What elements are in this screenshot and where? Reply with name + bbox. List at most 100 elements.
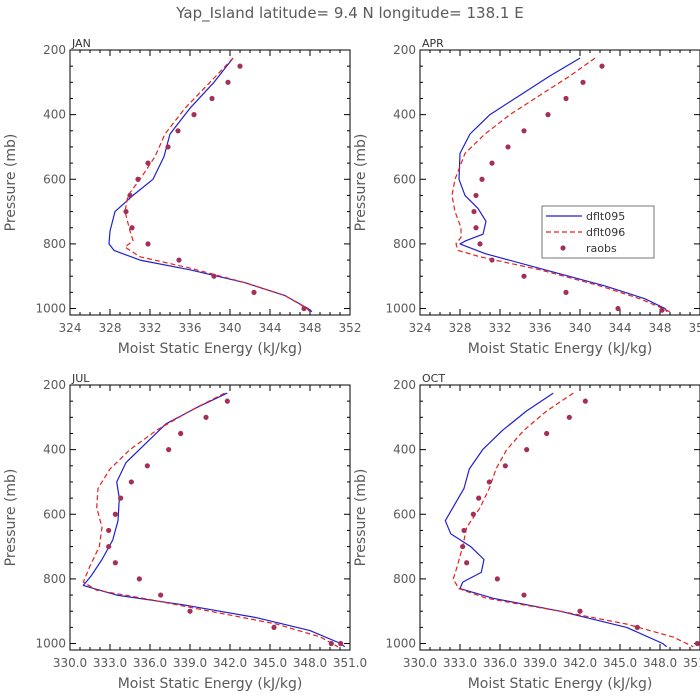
- panel-oct-xtick-label: 333.0: [443, 656, 477, 670]
- panel-jul-xtick-label: 330.0: [53, 656, 87, 670]
- panel-jul-dflt096-line: [82, 392, 339, 648]
- panel-jan-xtick-label: 340: [219, 321, 242, 335]
- panel-jan-raobs-point: [191, 112, 197, 118]
- panel-oct-xtick-label: 339.0: [523, 656, 557, 670]
- panel-oct-raobs-point: [544, 430, 550, 437]
- panel-jan-ytick-label: 1000: [35, 302, 66, 316]
- panel-apr-raobs-point: [521, 273, 527, 279]
- legend-raobs-marker: [560, 245, 566, 251]
- panel-jan-ytick-label: 400: [43, 108, 66, 122]
- panel-oct-dflt096-line: [452, 392, 694, 648]
- panel-jul-label: JUL: [71, 372, 90, 385]
- panel-apr-xtick-label: 352: [689, 321, 700, 335]
- panel-jan-raobs-point: [176, 257, 182, 263]
- panel-jan-raobs-point: [211, 273, 217, 279]
- panel-jul-raobs-point: [338, 640, 344, 647]
- panel-jan-dflt096-line: [124, 57, 311, 313]
- panel-apr-xtick-label: 328: [449, 321, 472, 335]
- panel-jan-ylabel: Pressure (mb): [3, 134, 19, 232]
- panel-oct-raobs-point: [476, 495, 482, 501]
- figure-title: Yap_Island latitude= 9.4 N longitude= 13…: [175, 4, 523, 23]
- panel-jul-raobs-point: [158, 592, 164, 598]
- panel-jan-raobs-point: [145, 241, 151, 247]
- panel-oct-raobs-point: [502, 463, 508, 469]
- panel-oct-ytick-label: 1000: [385, 637, 416, 651]
- panel-jan-xtick-label: 332: [139, 321, 162, 335]
- panel-jan-xtick-label: 348: [299, 321, 322, 335]
- panel-apr-raobs-point: [505, 144, 511, 150]
- panel-apr-raobs-point: [599, 63, 605, 69]
- panel-jul-raobs-point: [118, 495, 124, 501]
- panel-apr-raobs-point: [489, 257, 495, 263]
- panel-oct-dflt095-line: [444, 392, 668, 648]
- panel-jul-raobs-point: [271, 624, 277, 630]
- panel-jul-raobs-point: [112, 511, 118, 517]
- panel-apr-ytick-label: 400: [393, 108, 416, 122]
- panel-oct: OCT 330.0 333.0 336.0 339.0 342.0 345.0 348.0 35…: [353, 372, 700, 692]
- panel-apr-raobs-point: [659, 307, 665, 313]
- panel-jan-raobs-point: [127, 192, 133, 199]
- panel-jan-xlabel: Moist Static Energy (kJ/kg): [118, 341, 303, 357]
- panel-apr-xtick-label: 340: [569, 321, 592, 335]
- panel-oct-xtick-label: 342.0: [563, 656, 597, 670]
- panel-jan: JAN 324 328 332 336 340 344 348 352 200 400 600 800 1…: [3, 37, 361, 357]
- panel-oct-ytick-label: 800: [393, 572, 416, 586]
- panel-apr-raobs-point: [479, 176, 485, 182]
- panel-jul-xtick-label: 348.0: [293, 656, 327, 670]
- panel-jan-xtick-label: 328: [99, 321, 122, 335]
- panel-jan-xtick-label: 352: [339, 321, 362, 335]
- panel-jan-raobs-point: [165, 144, 171, 150]
- panel-jul-dflt095-line: [82, 392, 346, 648]
- panel-oct-ytick-label: 400: [393, 443, 416, 457]
- panel-oct-raobs-point: [577, 608, 583, 614]
- panel-oct-xtick-label: 336.0: [483, 656, 517, 670]
- panel-apr-raobs-point: [489, 160, 495, 166]
- panel-apr-raobs-point: [521, 128, 527, 134]
- panel-jan-raobs-point: [123, 208, 129, 215]
- panel-jul-raobs-point: [187, 608, 193, 614]
- panel-oct-xlabel: Moist Static Energy (kJ/kg): [468, 676, 653, 692]
- legend-box: [541, 205, 655, 259]
- panel-jan-ytick-label: 200: [43, 43, 66, 57]
- panel-jul-ytick-label: 800: [43, 572, 66, 586]
- panel-oct-raobs-point: [634, 624, 640, 630]
- panel-jul-raobs-point: [136, 576, 142, 582]
- panel-apr-raobs-point: [563, 289, 569, 295]
- panel-oct-frame: [419, 384, 700, 651]
- panel-jan-raobs-point: [129, 225, 135, 231]
- panel-oct-raobs-point: [470, 511, 476, 517]
- panel-apr-xtick-label: 336: [529, 321, 552, 335]
- panel-oct-xtick-label: 348.0: [643, 656, 677, 670]
- panel-jan-xtick-label: 324: [59, 321, 82, 335]
- panel-jan-raobs-point: [135, 176, 141, 182]
- panel-oct-raobs-point: [461, 527, 467, 534]
- panel-jul-raobs-point: [224, 398, 230, 404]
- panel-apr-dflt095-line: [458, 57, 668, 313]
- panel-oct-raobs-point: [464, 560, 470, 566]
- panel-jul-raobs-point: [112, 560, 118, 566]
- panel-jul-ylabel: Pressure (mb): [3, 469, 19, 567]
- panel-oct-xtick-label: 351.0: [683, 656, 700, 670]
- panel-jul-raobs-point: [328, 640, 334, 647]
- panel-jul-ytick-label: 1000: [35, 637, 66, 651]
- panel-apr-raobs-point: [471, 208, 477, 215]
- panel-jan-raobs-point: [301, 305, 307, 312]
- panel-jul-frame: [69, 384, 351, 651]
- panel-jan-frame: [69, 49, 351, 316]
- panel-jul-xtick-label: 333.0: [93, 656, 127, 670]
- panel-oct-xtick-label: 330.0: [403, 656, 437, 670]
- panel-apr-legend: dflt095 dflt096 raobs: [541, 205, 655, 259]
- panel-apr-ytick-label: 200: [393, 43, 416, 57]
- panel-apr-xtick-label: 332: [489, 321, 512, 335]
- panel-jul-xtick-label: 339.0: [173, 656, 207, 670]
- legend-dflt095-label: dflt095: [586, 210, 625, 223]
- panel-jul-ytick-label: 600: [43, 507, 66, 521]
- panel-jan-label: JAN: [71, 37, 91, 50]
- panel-jan-raobs-point: [209, 95, 215, 102]
- legend-raobs-label: raobs: [586, 242, 617, 255]
- panel-jan-ytick-label: 600: [43, 172, 66, 186]
- panel-apr: APR 324 328 332 336 340 344 348 352 200 400 600 800 1…: [353, 37, 700, 357]
- panel-oct-raobs-point: [521, 592, 527, 598]
- panel-apr-ytick-label: 1000: [385, 302, 416, 316]
